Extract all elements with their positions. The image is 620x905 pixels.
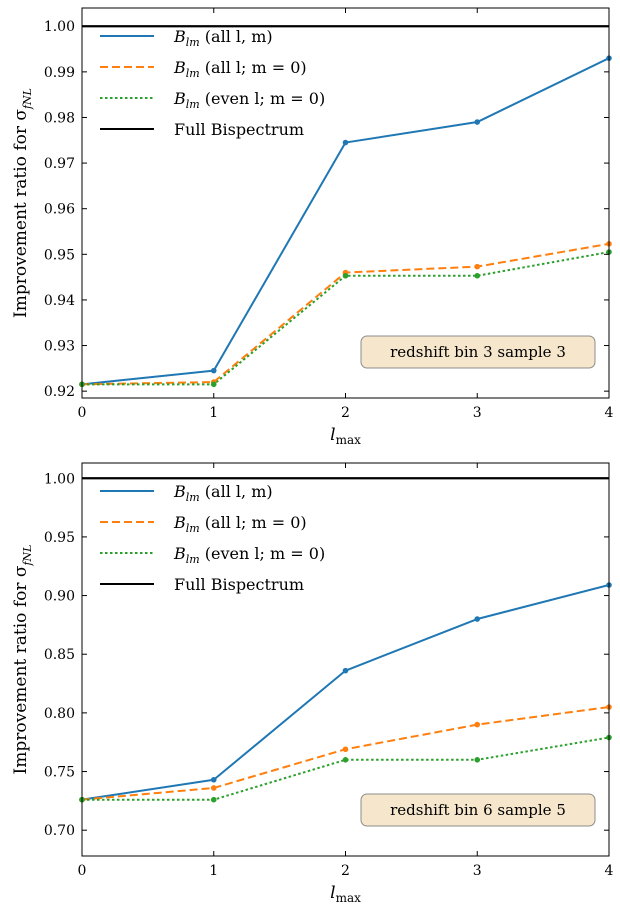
legend-label-2: Blm (all l; m = 0) [173,513,307,535]
x-tick-label: 3 [473,863,482,879]
legend-label-main: Full Bispectrum [174,575,304,594]
y-axis-label: Improvement ratio for σfNL [11,545,34,775]
legend-label-main: B [173,27,186,46]
x-tick-label: 4 [605,405,614,421]
chart-2: 0.70 0.75 0.80 0.85 0.90 0.95 1.00 0 1 2 3 4 lmax Imp… [11,462,614,905]
legend-label-main: B [173,482,186,501]
legend-label-3: Blm (even l; m = 0) [173,89,325,111]
legend-label-main: B [173,513,186,532]
x-tick-label: 2 [341,863,350,879]
legend-label-4: Full Bispectrum [174,575,304,594]
y-tick-label: 0.70 [44,823,75,839]
chart-1: 0.92 0.93 0.94 0.95 0.96 0.97 0.98 0.99 1.00 0 1 2 3… [11,7,614,447]
legend-label-2: Blm (all l; m = 0) [173,58,307,80]
data-point-s3-4 [474,757,481,763]
legend-label-rest: (even l; m = 0) [200,544,325,563]
series-line-2 [82,706,609,801]
legend-label-1: Blm (all l, m) [173,27,273,49]
y-tick-label: 0.94 [44,293,75,309]
y-axis-label-sub: fNL [21,545,34,567]
plot-area [82,25,609,386]
x-tick-label: 1 [209,863,218,879]
data-point-s2-4 [474,263,481,270]
x-tick-label: 0 [78,863,87,879]
x-axis-label-sub: max [336,433,362,447]
y-tick-label: 0.93 [44,339,75,355]
y-tick-label: 0.97 [44,156,75,172]
y-tick-label: 0.92 [44,384,75,400]
x-tick-label: 1 [209,405,218,421]
legend-label-rest: (all l; m = 0) [200,513,307,532]
legend-label-1: Blm (all l, m) [173,482,273,504]
data-point-s1-2 [210,367,217,374]
legend-label-sub: lm [186,491,200,504]
x-tick-label: 0 [78,405,87,421]
y-axis-label: Improvement ratio for σfNL [11,88,34,318]
x-tick-label: 3 [473,405,482,421]
x-tick-label: 4 [605,863,614,879]
annotation-box [360,335,596,369]
y-tick-label: 0.90 [44,589,75,605]
y-tick-label: 0.95 [44,530,75,546]
data-point-s1-4 [474,616,481,622]
series-line-1 [82,584,609,801]
legend-label-main: Full Bispectrum [174,120,304,139]
data-point-s1-4 [474,119,481,125]
data-point-s2-4 [474,721,481,728]
y-tick-label: 0.80 [44,706,75,722]
data-point-s1-3 [342,667,349,674]
x-axis-label-main: l [330,883,335,903]
y-axis-label-main: Improvement ratio for σ [11,565,31,774]
legend-label-rest: (all l; m = 0) [200,58,307,77]
data-point-s3-2 [210,381,217,388]
legend-label-rest: (even l; m = 0) [200,89,325,108]
annotation-text: redshift bin 6 sample 5 [390,801,566,819]
y-tick-label: 0.75 [44,765,75,781]
series-line-1 [82,57,609,386]
y-tick-label: 1.00 [44,471,75,487]
data-point-s2-3 [342,746,349,753]
legend-label-4: Full Bispectrum [174,120,304,139]
y-tick-label: 0.85 [44,647,75,663]
annotation-text: redshift bin 3 sample 3 [390,343,566,361]
legend-label-main: B [173,58,186,77]
annotation-box [360,793,596,827]
data-point-s1-3 [342,139,349,146]
y-axis-label-main: Improvement ratio for σ [11,109,31,318]
legend-label-main: B [173,89,186,108]
y-axis-label-sub: fNL [21,88,34,110]
data-point-s3-3 [342,757,349,763]
series-line-3 [82,736,609,801]
legend-label-rest: (all l, m) [200,27,273,46]
legend-label-rest: (all l, m) [200,482,273,501]
data-point-s2-2 [210,785,217,791]
x-tick-label: 2 [341,405,350,421]
x-axis-label: lmax [330,425,361,447]
legend-label-sub: lm [186,553,200,566]
x-axis-label-main: l [330,425,335,445]
legend-label-sub: lm [186,522,200,535]
y-tick-label: 0.99 [44,65,75,81]
y-tick-label: 1.00 [44,19,75,35]
legend-label-main: B [173,544,186,563]
x-axis-label: lmax [330,883,361,905]
legend-label-sub: lm [186,36,200,49]
x-axis-label-sub: max [336,891,362,905]
y-tick-label: 0.95 [44,247,75,263]
data-point-s3-2 [210,796,217,803]
data-point-s3-3 [342,272,349,279]
legend-label-sub: lm [186,67,200,80]
data-point-s3-4 [474,272,481,279]
y-tick-label: 0.98 [44,110,75,126]
data-point-s1-2 [210,776,217,783]
y-tick-label: 0.96 [44,202,75,218]
legend-label-sub: lm [186,98,200,111]
legend-label-3: Blm (even l; m = 0) [173,544,325,566]
